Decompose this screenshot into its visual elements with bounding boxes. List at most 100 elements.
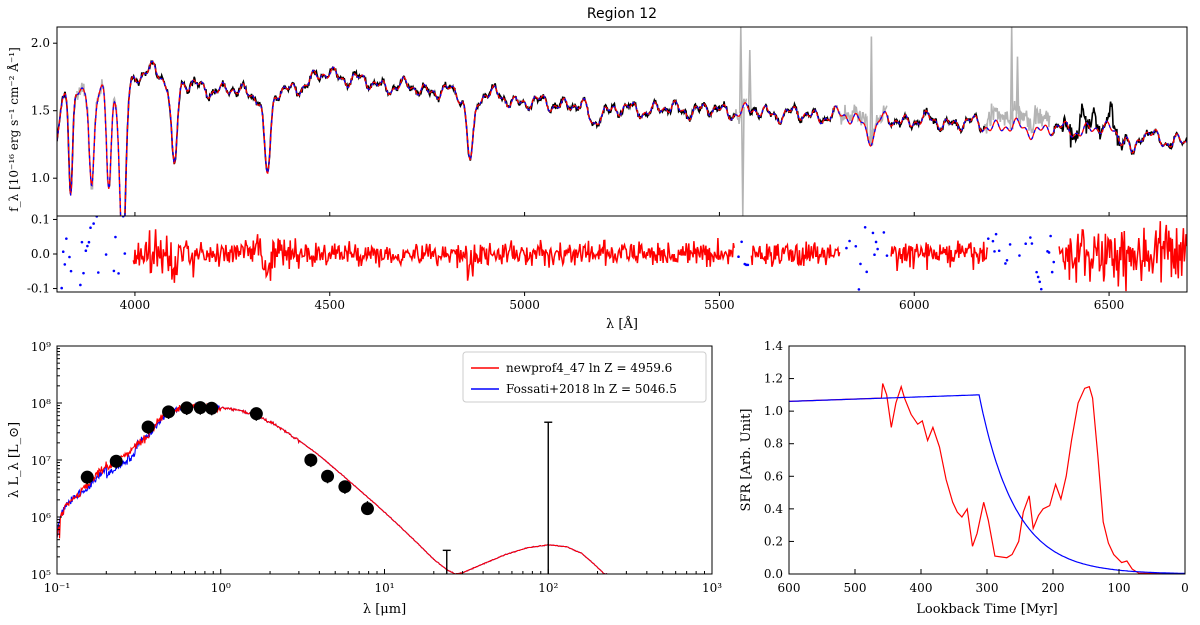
residual-masked-dot <box>997 249 1001 253</box>
residual-masked-dot <box>854 244 858 248</box>
spectrum-ytick-label: 1.0 <box>31 171 50 185</box>
residual-line-segment <box>132 229 735 283</box>
residual-panel: -0.1 0.0 0.1 4000 4500 5000 5500 6000 6500 λ [Å] <box>27 212 1188 332</box>
residual-masked-dot <box>60 286 63 290</box>
residual-masked-dot <box>1038 280 1042 284</box>
sfh-xtick-label: 400 <box>910 581 933 595</box>
sed-xtick-label: 10⁻¹ <box>44 581 70 595</box>
masked-spectrum-segment <box>835 104 888 147</box>
residual-masked-dot <box>116 309 119 312</box>
sed-photometry-point <box>193 401 207 415</box>
residual-masked-dot <box>876 247 879 251</box>
sfh-xtick-label: 100 <box>1108 581 1131 595</box>
residual-masked-dot <box>117 272 120 275</box>
sfh-ylabel: SFR [Arb. Unit] <box>739 409 754 512</box>
residual-masked-dot <box>874 240 878 244</box>
residual-masked-dot <box>994 232 998 236</box>
sfh-xtick-label: 300 <box>976 581 999 595</box>
residual-masked-dot <box>87 240 91 244</box>
sed-photometry-point <box>304 453 318 467</box>
residual-masked-dot <box>857 288 861 291</box>
residual-masked-dot <box>114 235 117 239</box>
residual-masked-dot <box>92 222 95 225</box>
residual-masked-dot <box>845 246 848 250</box>
residual-masked-dot <box>86 244 89 248</box>
sed-xtick-label: 10² <box>538 581 558 595</box>
sfh-ytick-label: 0.6 <box>764 469 783 483</box>
masked-spike <box>1015 56 1020 120</box>
sfh-ytick-label: 0.8 <box>764 437 783 451</box>
residual-xtick-label: 6500 <box>1094 298 1125 312</box>
residual-masked-dot <box>89 226 92 230</box>
residual-masked-dot <box>737 255 740 259</box>
sfh-frame <box>788 345 1186 575</box>
residual-masked-dot <box>993 250 996 253</box>
residual-masked-dot <box>63 263 67 266</box>
sed-xtick-label: 10³ <box>702 581 722 595</box>
model-spectrum-blue <box>57 60 1187 216</box>
residual-xtick-label: 5500 <box>704 298 735 312</box>
residual-ytick-label: 0.1 <box>31 212 50 226</box>
sfh-ytick-label: 1.2 <box>764 372 783 386</box>
sed-photometry-point <box>338 480 352 494</box>
residual-masked-dot <box>863 225 867 229</box>
masked-spike <box>738 27 743 114</box>
sed-panel: 10⁻¹ 10⁰ 10¹ 10² 10³ 10⁵ 10⁶ 10⁷ 10⁸ 10⁹ λ [μm] λ L… <box>7 340 722 617</box>
residual-masked-dot <box>873 253 876 257</box>
sfh-line-blue <box>789 394 1185 574</box>
residual-masked-dot <box>84 249 88 253</box>
residual-masked-dot <box>991 239 995 243</box>
observed-spectrum-segment <box>1050 101 1187 156</box>
spectrum-frame <box>56 26 1188 217</box>
residual-masked-dot <box>69 269 73 273</box>
sed-plot-area <box>57 401 608 574</box>
residual-masked-dot <box>850 296 853 299</box>
sfh-ytick-label: 0.2 <box>764 534 783 548</box>
sed-ytick-label: 10⁹ <box>31 340 51 354</box>
sed-xtick-label: 10¹ <box>374 581 394 595</box>
residual-masked-dot <box>1004 262 1007 265</box>
residual-masked-dot <box>104 253 108 256</box>
sfh-panel: 600 500 400 300 200 100 0 0.0 0.2 0.4 0.6 0.8 1.0 1.2… <box>739 339 1189 617</box>
residual-masked-dot <box>1047 251 1051 254</box>
residual-xtick-label: 4500 <box>314 298 345 312</box>
residual-masked-dot <box>1018 254 1021 257</box>
observed-spectrum-segment <box>124 59 736 216</box>
residual-masked-dot <box>1039 287 1043 291</box>
sfh-plot-area <box>789 383 1185 574</box>
sfh-ytick-label: 1.4 <box>764 339 783 353</box>
sed-photometry-point <box>109 454 123 468</box>
sed-legend: newprof4_47 ln Z = 4959.6 Fossati+2018 ln… <box>462 351 707 403</box>
residual-masked-dot <box>865 270 869 274</box>
residual-masked-dot <box>740 240 743 244</box>
residual-masked-dot <box>80 240 84 244</box>
sfh-xtick-label: 0 <box>1181 581 1189 595</box>
sfh-line-red <box>789 383 1185 574</box>
residual-masked-dot <box>986 237 990 240</box>
sed-photometry-point <box>321 469 335 483</box>
residual-masked-dot <box>1029 236 1032 239</box>
residual-line-segment <box>1058 221 1187 292</box>
residual-masked-dot <box>1008 243 1012 246</box>
residual-masked-dot <box>1005 258 1009 262</box>
sfh-xtick-label: 200 <box>1042 581 1065 595</box>
residual-masked-dot <box>1030 242 1034 245</box>
sed-photometry-point <box>80 470 94 484</box>
sed-ytick-label: 10⁸ <box>31 397 51 411</box>
sed-ytick-label: 10⁵ <box>31 568 51 582</box>
residual-masked-dot <box>61 250 65 254</box>
spectrum-plot-area <box>57 27 1187 216</box>
sfh-ytick-label: 0.0 <box>764 567 783 581</box>
masked-spike <box>740 106 745 216</box>
residual-xtick-label: 5000 <box>509 298 540 312</box>
residual-masked-dot <box>746 263 750 267</box>
sfh-ytick-label: 1.0 <box>764 404 783 418</box>
sed-model-red <box>57 402 608 574</box>
residual-ytick-label: 0.0 <box>31 247 50 261</box>
residual-masked-dot <box>1035 270 1038 274</box>
residual-masked-dot <box>79 283 82 287</box>
masked-spectrum-segment <box>983 97 1051 135</box>
residual-masked-dot <box>123 252 127 255</box>
spectrum-title: Region 12 <box>587 6 657 22</box>
sed-xlabel: λ [μm] <box>363 602 406 617</box>
